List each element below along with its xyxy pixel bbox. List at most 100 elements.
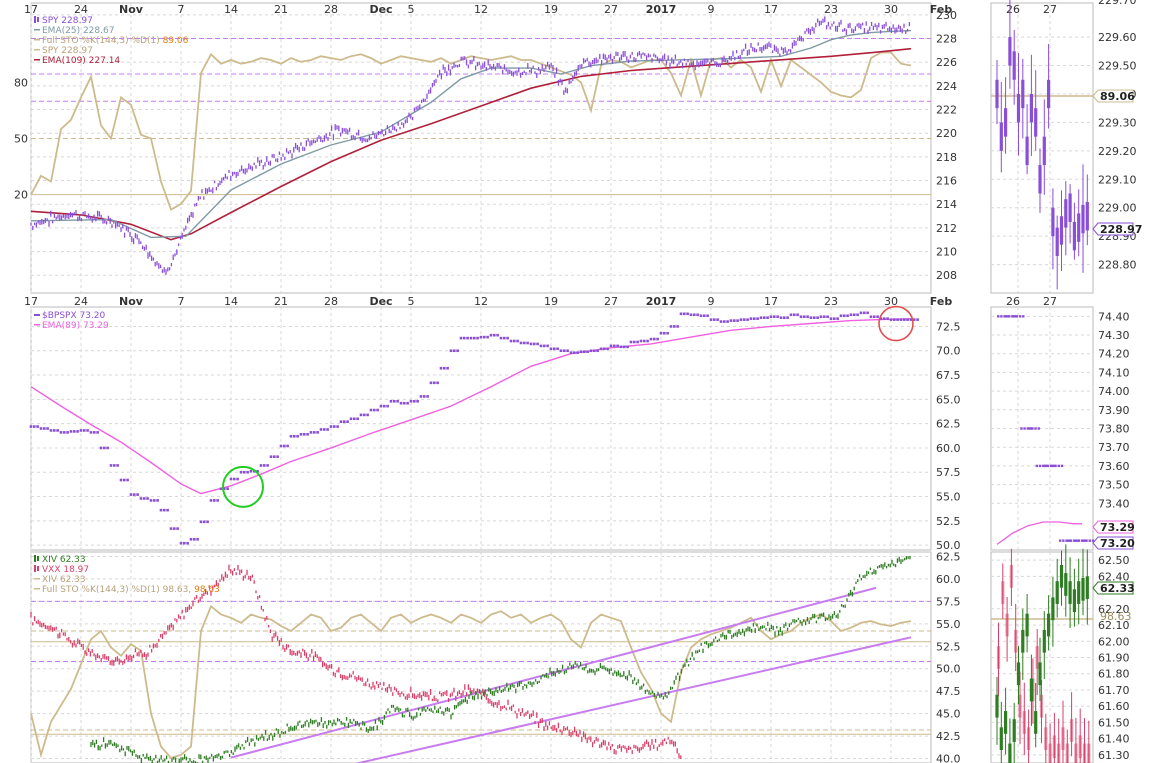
bpspx-point [756, 317, 759, 320]
side-spy-tick-label: 229.30 [1098, 116, 1137, 129]
bpspx-point [669, 325, 673, 328]
date-tick-label: 17 [24, 295, 38, 308]
side-xiv-candle [996, 646, 1001, 669]
side-bpspx-point [1080, 539, 1084, 542]
bpspx-point [866, 311, 869, 315]
bpspx-point [589, 349, 593, 353]
spy-ema109-line [30, 47, 912, 241]
bpspx-point [119, 478, 123, 482]
side-xiv-candle [1078, 735, 1082, 759]
bpspx-point [489, 333, 493, 337]
bpspx-point [393, 399, 396, 403]
xiv-tick-label: 62.5 [936, 550, 961, 563]
xiv-tick-label: 60.0 [936, 573, 961, 586]
bpspx-point [466, 336, 469, 340]
date-tick-label: 5 [408, 295, 415, 308]
bpspx-point [636, 340, 639, 344]
bpspx-point [526, 341, 529, 345]
bpspx-point [343, 420, 346, 423]
side-xiv-candle [1064, 573, 1068, 596]
side-xiv-candle [1039, 694, 1044, 718]
bpspx-point [59, 431, 63, 434]
date-tick-label: 14 [224, 3, 238, 16]
xiv-tick-label: 50.0 [936, 663, 961, 676]
side-spy-tick-label: 229.50 [1098, 60, 1137, 73]
bpspx-point [913, 318, 916, 321]
side-xiv-candle [1087, 743, 1091, 763]
bpspx-point [286, 444, 289, 448]
legend-swatch [34, 49, 40, 51]
bpspx-point [213, 499, 216, 502]
bpspx-point [763, 316, 766, 319]
bpspx-point [366, 413, 369, 417]
bpspx-point [233, 477, 236, 481]
bpspx-point [543, 344, 546, 348]
bpspx-point [549, 347, 553, 351]
bpspx-point [266, 464, 269, 467]
side-date-tick-label: 27 [1043, 3, 1057, 16]
side-spy-candle [1008, 37, 1012, 66]
side-spy-candle [999, 122, 1003, 151]
bpspx-point [813, 316, 816, 319]
legend-entry: EMA(109) 227.14 [42, 56, 120, 66]
side-bpspx-point [1014, 315, 1017, 318]
bpspx-point [359, 413, 363, 417]
bpspx-point [353, 417, 356, 421]
bpspx-point [899, 318, 903, 321]
bpspx-point [539, 344, 543, 348]
legend-swatch [37, 17, 39, 22]
legend-entry: Full STO %K(144,3) %D(1) 98.63, 98.63 [42, 585, 220, 595]
bpspx-point [869, 315, 873, 319]
bpspx-point [29, 425, 33, 428]
side-bpspx-point [1011, 315, 1014, 318]
bpspx-point [436, 381, 439, 385]
date-tick-label: Dec [369, 295, 392, 308]
bpspx-point [819, 315, 823, 319]
bpspx-point [649, 337, 653, 341]
bpspx-point [586, 350, 589, 354]
bpspx-point [826, 315, 829, 319]
side-bpspx-point [1084, 539, 1087, 542]
sto-left-tick-label: 20 [14, 189, 28, 202]
bpspx-point [556, 347, 559, 351]
side-bpspx-point [1066, 539, 1070, 542]
side-bpspx-point [1006, 315, 1009, 318]
side-spy-candle [1042, 136, 1046, 166]
side-bpspx-point [1060, 464, 1064, 468]
bpspx-point [726, 320, 729, 323]
xiv-tick-label: 40.0 [936, 753, 961, 763]
bpspx-point [563, 349, 566, 353]
bpspx-point [93, 431, 96, 434]
legend-swatch [34, 314, 40, 316]
bpspx-point [219, 487, 223, 491]
bpspx-point [76, 430, 79, 433]
bpspx-point [619, 345, 623, 349]
bpspx-point [276, 455, 279, 458]
bpspx-point [659, 331, 663, 335]
bpspx-point [786, 316, 789, 319]
legend-swatch [34, 588, 40, 590]
bpspx-point [729, 319, 733, 322]
side-bpspx-point [1026, 427, 1030, 430]
bpspx-point [673, 325, 676, 328]
side-spy-candle [1072, 221, 1076, 251]
bpspx-point [606, 347, 609, 351]
bpspx-point [433, 381, 436, 385]
bpspx-point [309, 431, 313, 434]
side-bpspx-point [1085, 539, 1088, 542]
side-bpspx-point [1077, 539, 1080, 542]
bpspx-point [653, 337, 656, 341]
bpspx-point [509, 339, 513, 343]
bpspx-point [646, 339, 649, 343]
bpspx-point [426, 395, 429, 398]
side-bpspx-point [1007, 315, 1011, 318]
side-bpspx-point [1018, 315, 1022, 318]
bpspx-point [63, 431, 66, 434]
bpspx-point [696, 313, 699, 317]
bpspx-point [129, 493, 133, 496]
bpspx-point [326, 428, 329, 431]
legend-swatch [34, 565, 36, 572]
bpspx-point [113, 464, 116, 467]
bpspx-point [226, 487, 229, 491]
